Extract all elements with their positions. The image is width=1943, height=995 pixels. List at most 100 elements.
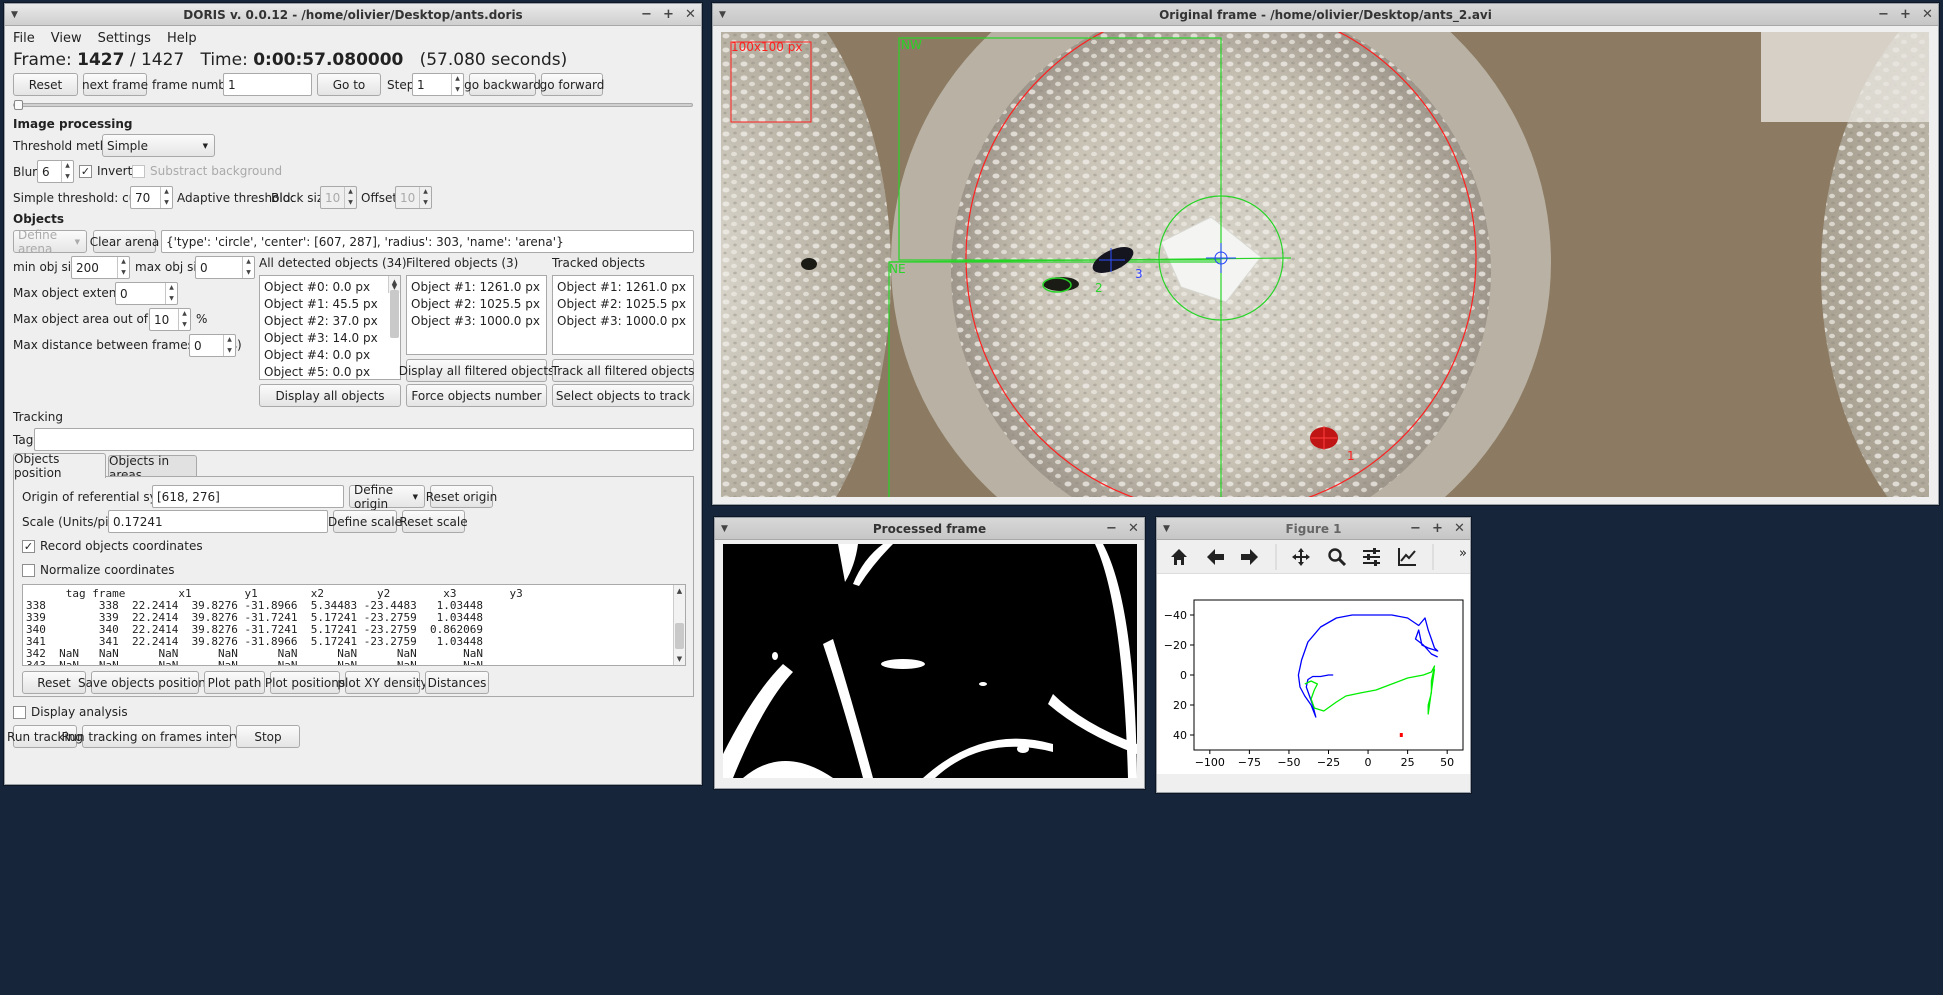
max-dist-spinbox[interactable]: 0 ▲ ▼ — [189, 334, 236, 357]
window-menu-icon[interactable]: ▼ — [1163, 524, 1177, 534]
scroll-thumb[interactable] — [675, 623, 684, 649]
simple-threshold-spinbox[interactable]: 70 ▲ ▼ — [130, 186, 173, 209]
select-objects-to-track-button[interactable]: Select objects to track — [552, 384, 694, 407]
original-frame-image[interactable]: NW NE 100x100 px 2 3 1 — [721, 32, 1929, 497]
run-tracking-interval-button[interactable]: Run tracking on frames interval — [82, 725, 231, 748]
list-item[interactable]: Object #0: 0.0 px — [264, 279, 396, 296]
block-size-spinbox[interactable]: 10 ▲ ▼ — [320, 186, 357, 209]
figure-titlebar[interactable]: ▼ Figure 1 − + ✕ — [1157, 518, 1470, 540]
scroll-down-icon[interactable]: ▼ — [674, 653, 685, 665]
list-item[interactable]: Object #3: 1000.0 px — [411, 313, 542, 330]
spin-arrows-icon[interactable]: ▲ ▼ — [451, 74, 463, 95]
zoom-icon[interactable] — [1330, 550, 1346, 566]
window-menu-icon[interactable]: ▼ — [719, 10, 733, 20]
offset-spinbox[interactable]: 10 ▲ ▼ — [395, 186, 432, 209]
max-area-spinbox[interactable]: 10 ▲ ▼ — [149, 308, 191, 331]
close-icon[interactable]: ✕ — [685, 7, 695, 22]
display-all-filtered-button[interactable]: Display all filtered objects — [406, 359, 547, 382]
frame-slider-handle[interactable] — [14, 100, 23, 110]
menu-help[interactable]: Help — [167, 31, 197, 46]
close-icon[interactable]: ✕ — [1922, 7, 1932, 22]
blur-spinbox[interactable]: 6 ▲ ▼ — [37, 160, 74, 183]
processed-titlebar[interactable]: ▼ Processed frame − ✕ — [715, 518, 1144, 540]
record-check-box[interactable]: ✓ — [22, 540, 35, 553]
menu-file[interactable]: File — [13, 31, 35, 46]
more-tools-icon[interactable]: » — [1459, 546, 1467, 561]
list-item[interactable]: Object #2: 1025.5 px — [557, 296, 689, 313]
frame-slider-track[interactable] — [13, 103, 693, 107]
define-arena-select[interactable]: Define arena ▼ — [13, 230, 87, 253]
scroll-thumb[interactable] — [390, 290, 399, 338]
scroll-down-icon[interactable]: ▼ — [389, 281, 400, 293]
tag-input[interactable] — [34, 428, 694, 451]
display-analysis-checkbox[interactable]: Display analysis — [13, 705, 128, 719]
forward-icon[interactable] — [1241, 549, 1258, 565]
arena-input[interactable]: {'type': 'circle', 'center': [607, 287],… — [161, 230, 694, 253]
substract-check-box[interactable] — [132, 165, 145, 178]
filtered-list[interactable]: Object #1: 1261.0 px Object #2: 1025.5 p… — [406, 275, 547, 355]
origin-input[interactable]: [618, 276] — [152, 485, 344, 508]
max-obj-spinbox[interactable]: 0 ▲ ▼ — [195, 256, 255, 279]
list-item[interactable]: Object #2: 37.0 px — [264, 313, 396, 330]
normalize-check-box[interactable] — [22, 564, 35, 577]
go-forward-button[interactable]: go forward — [541, 73, 603, 96]
force-objects-number-button[interactable]: Force objects number — [406, 384, 547, 407]
substract-background-checkbox[interactable]: Substract background — [132, 164, 282, 178]
go-backward-button[interactable]: go backward — [469, 73, 536, 96]
pan-icon[interactable] — [1292, 548, 1310, 566]
list-item[interactable]: Object #1: 45.5 px — [264, 296, 396, 313]
spin-arrows-icon[interactable]: ▲ ▼ — [61, 161, 73, 182]
configure-icon[interactable] — [1363, 548, 1380, 566]
window-menu-icon[interactable]: ▼ — [11, 10, 25, 20]
step-spinbox[interactable]: 1 ▲ ▼ — [412, 73, 464, 96]
window-menu-icon[interactable]: ▼ — [721, 524, 735, 534]
close-icon[interactable]: ✕ — [1128, 521, 1138, 536]
stop-button[interactable]: Stop — [236, 725, 300, 748]
track-all-filtered-button[interactable]: Track all filtered objects — [552, 359, 694, 382]
next-frame-button[interactable]: next frame — [83, 73, 147, 96]
spin-arrows-icon[interactable]: ▲ ▼ — [178, 309, 190, 330]
list-item[interactable]: Object #5: 0.0 px — [264, 364, 396, 380]
max-ext-spinbox[interactable]: 0 ▲ ▼ — [115, 282, 178, 305]
clear-arena-button[interactable]: Clear arena — [93, 230, 156, 253]
plot-xy-density-button[interactable]: plot XY density — [345, 671, 420, 694]
menu-settings[interactable]: Settings — [98, 31, 151, 46]
tracked-list[interactable]: Object #1: 1261.0 px Object #2: 1025.5 p… — [552, 275, 694, 355]
invert-check-box[interactable]: ✓ — [79, 165, 92, 178]
processed-frame-image[interactable] — [723, 544, 1137, 778]
list-item[interactable]: Object #3: 14.0 px — [264, 330, 396, 347]
tab-objects-position[interactable]: Objects position — [13, 453, 106, 478]
list-item[interactable]: Object #1: 1261.0 px — [557, 279, 689, 296]
threshold-method-select[interactable]: Simple ▼ — [102, 134, 215, 157]
spin-arrows-icon[interactable]: ▲ ▼ — [165, 283, 177, 304]
close-icon[interactable]: ✕ — [1454, 521, 1464, 536]
scale-input[interactable]: 0.17241 — [108, 510, 328, 533]
list-item[interactable]: Object #1: 1261.0 px — [411, 279, 542, 296]
minimize-icon[interactable]: − — [1410, 521, 1420, 536]
plot-positions-button[interactable]: Plot positions — [270, 671, 340, 694]
frame-number-input[interactable]: 1 — [223, 73, 312, 96]
display-analysis-check-box[interactable] — [13, 706, 26, 719]
original-titlebar[interactable]: ▼ Original frame - /home/olivier/Desktop… — [713, 4, 1938, 26]
back-icon[interactable] — [1207, 549, 1224, 565]
maximize-icon[interactable]: + — [1900, 7, 1910, 22]
minimize-icon[interactable]: − — [1106, 521, 1116, 536]
spin-arrows-icon[interactable]: ▲ ▼ — [419, 187, 431, 208]
normalize-coords-checkbox[interactable]: Normalize coordinates — [22, 563, 175, 577]
spin-arrows-icon[interactable]: ▲ ▼ — [223, 335, 235, 356]
maximize-icon[interactable]: + — [1432, 521, 1442, 536]
reset-origin-button[interactable]: Reset origin — [430, 485, 493, 508]
record-coords-checkbox[interactable]: ✓ Record objects coordinates — [22, 539, 203, 553]
spin-arrows-icon[interactable]: ▲ ▼ — [242, 257, 254, 278]
plot-path-button[interactable]: Plot path — [204, 671, 265, 694]
minimize-icon[interactable]: − — [1878, 7, 1888, 22]
invert-checkbox[interactable]: ✓ Invert — [79, 164, 132, 178]
save-positions-button[interactable]: Save objects positions — [91, 671, 199, 694]
spin-arrows-icon[interactable]: ▲ ▼ — [160, 187, 172, 208]
all-detected-list[interactable]: Object #0: 0.0 px Object #1: 45.5 px Obj… — [259, 275, 401, 380]
doris-titlebar[interactable]: ▼ DORIS v. 0.0.12 - /home/olivier/Deskto… — [5, 4, 701, 26]
list-scrollbar[interactable]: ▲ ▼ — [388, 276, 400, 293]
min-obj-spinbox[interactable]: 200 ▲ ▼ — [71, 256, 130, 279]
maximize-icon[interactable]: + — [663, 7, 673, 22]
home-icon[interactable] — [1171, 549, 1187, 565]
